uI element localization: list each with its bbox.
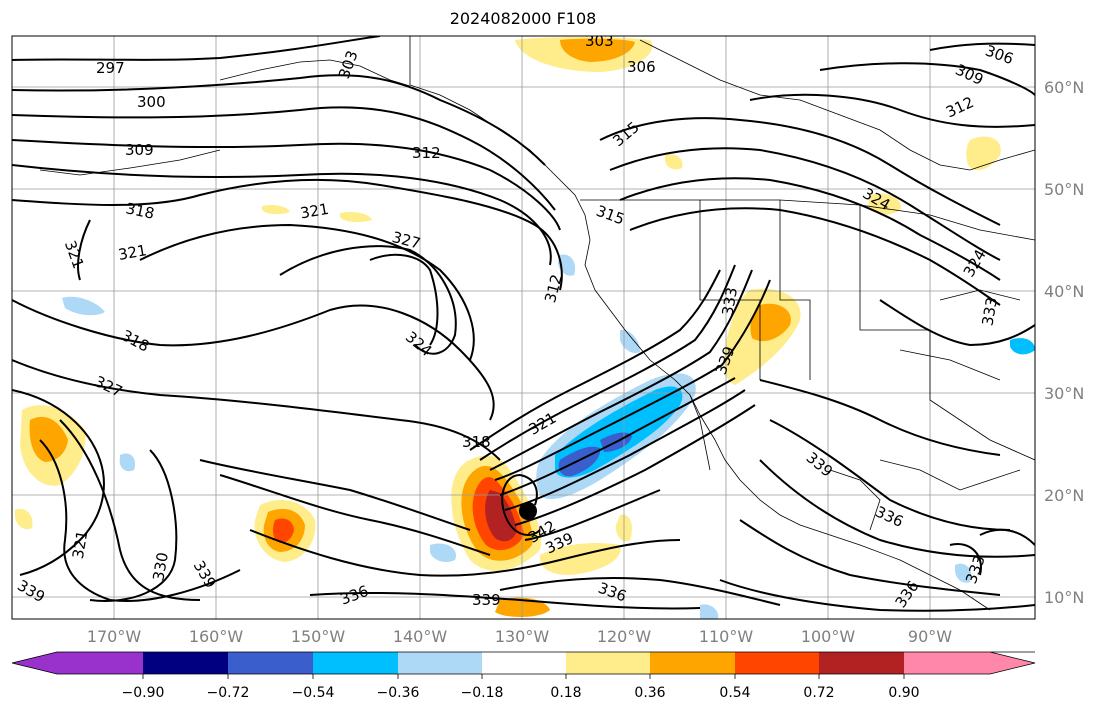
contour-label: 297 [96, 59, 125, 77]
contour-label: 339 [472, 591, 501, 609]
contour-label: 321 [299, 200, 330, 223]
colorbar-segment [735, 652, 819, 674]
colorbar-tick-label: −0.18 [461, 685, 504, 701]
contour-label: 318 [462, 433, 491, 451]
colorbar-segment [143, 652, 228, 674]
lat-label: 20°N [1044, 486, 1084, 505]
lon-label: 90°W [908, 627, 952, 646]
contour-label: 318 [124, 199, 156, 223]
lon-label: 170°W [87, 627, 142, 646]
colorbar-tick-label: 0.54 [719, 685, 750, 701]
contour-label: 333 [978, 296, 1001, 327]
colorbar-extend-low [12, 652, 57, 674]
lon-label: 150°W [291, 627, 346, 646]
colorbar-segment [566, 652, 650, 674]
gridlines [12, 36, 1035, 619]
colorbar-segment [819, 652, 904, 674]
contour-label: 333 [718, 286, 741, 317]
colorbar-segment [650, 652, 735, 674]
lat-label: 50°N [1044, 180, 1084, 199]
contour-label: 300 [137, 93, 166, 111]
colorbar-tick-label: −0.36 [377, 685, 420, 701]
longitude-labels: 170°W 160°W 150°W 140°W 130°W 120°W 110°… [87, 627, 952, 646]
lat-label: 10°N [1044, 588, 1084, 607]
contour-label: 312 [412, 144, 441, 162]
colorbar-tick-label: 0.36 [634, 685, 665, 701]
colorbar-tick-label: 0.72 [803, 685, 834, 701]
contour-label: 309 [125, 141, 154, 159]
lat-label: 40°N [1044, 282, 1084, 301]
colorbar-segment [228, 652, 313, 674]
colorbar-segment [482, 652, 566, 674]
colorbar: −0.90 −0.72 −0.54 −0.36 −0.18 0.18 0.36 … [11, 651, 1036, 701]
latitude-labels: 60°N 50°N 40°N 30°N 20°N 10°N [1044, 78, 1084, 607]
lat-label: 30°N [1044, 384, 1084, 403]
contour-lines [12, 36, 1035, 612]
map-frame [11, 35, 1036, 620]
lon-label: 140°W [393, 627, 448, 646]
colorbar-tick-label: −0.72 [207, 685, 250, 701]
lon-label: 120°W [597, 627, 652, 646]
contour-label: 306 [627, 58, 656, 76]
colorbar-segment [57, 652, 143, 674]
colorbar-segment [398, 652, 482, 674]
lat-label: 60°N [1044, 78, 1084, 97]
shaded-field [15, 37, 1035, 619]
colorbar-extend-high [904, 652, 1035, 674]
colorbar-segment [313, 652, 398, 674]
lon-label: 100°W [801, 627, 856, 646]
contour-label: 303 [585, 32, 614, 50]
map-title: 2024082000 F108 [449, 9, 597, 28]
lon-label: 110°W [699, 627, 754, 646]
map-plot-area: 297 300 303 303 306 306 309 309 312 312 … [12, 32, 1035, 619]
storm-center-marker [519, 502, 537, 520]
lon-label: 160°W [189, 627, 244, 646]
colorbar-tick-label: 0.90 [888, 685, 919, 701]
contour-label: 321 [69, 529, 92, 560]
colorbar-tick-label: 0.18 [550, 685, 581, 701]
contour-label: 330 [149, 551, 172, 582]
colorbar-tick-label: −0.54 [292, 685, 335, 701]
colorbar-tick-label: −0.90 [122, 685, 165, 701]
contour-label: 321 [117, 241, 148, 264]
lon-label: 130°W [495, 627, 550, 646]
